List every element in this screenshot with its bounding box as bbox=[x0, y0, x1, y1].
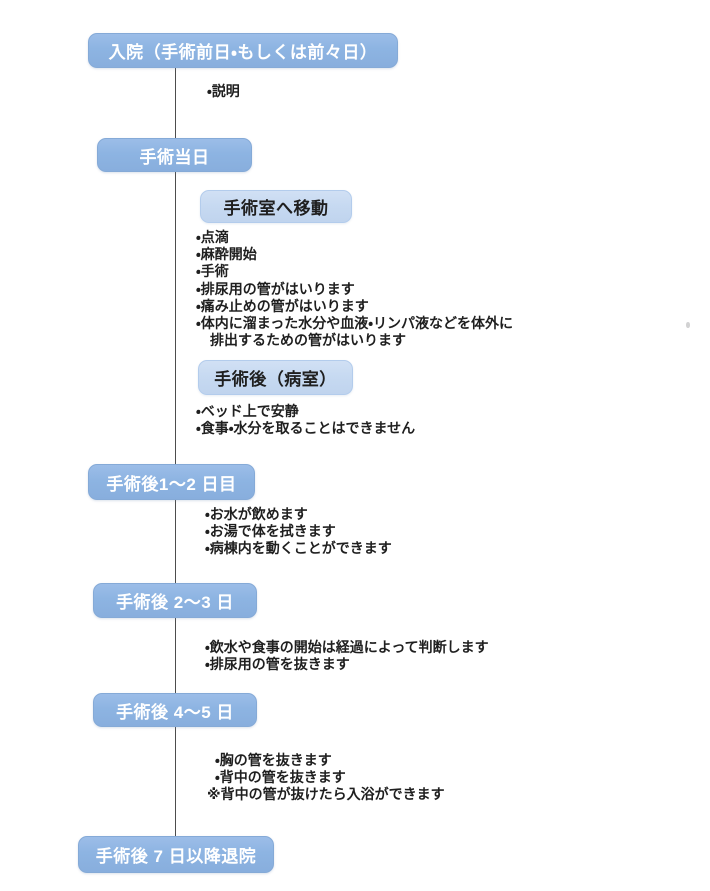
note-line: ・背中の管を抜きます bbox=[215, 769, 346, 786]
notes-post-op-room: ・ベッド上で安静 ・食事・水分を取ることはできません bbox=[196, 403, 415, 437]
stage-label-discharge: 手術後 7 日以降退院 bbox=[95, 847, 257, 866]
note-line: ・排尿用の管がはいります bbox=[196, 280, 355, 297]
notes-admission: ・説明 bbox=[207, 83, 240, 100]
substage-label-post-op-room: 手術後（病室） bbox=[214, 370, 337, 389]
stage-label-post-day-4-5: 手術後 4～5 日 bbox=[116, 702, 234, 722]
notes-post-day-2-3: ・飲水や食事の開始は経過によって判断します ・排尿用の管を抜きます bbox=[205, 639, 489, 673]
substage-box-or-move: 手術室へ移動 bbox=[200, 190, 352, 223]
stage-label-surgery-day: 手術当日 bbox=[139, 147, 210, 167]
stage-box-post-day-4-5: 手術後 4～5 日 bbox=[93, 693, 257, 727]
note-line: ・排尿用の管を抜きます bbox=[205, 656, 350, 673]
note-line: ・麻酔開始 bbox=[196, 246, 257, 263]
note-line: ・説明 bbox=[207, 83, 240, 99]
note-line-remark: ※背中の管が抜けたら入浴ができます bbox=[207, 786, 445, 803]
note-line: ・病棟内を動くことができます bbox=[205, 540, 392, 557]
note-line: ・お水が飲めます bbox=[205, 506, 308, 522]
stage-box-admission: 入院（手術前日・もしくは前々日） bbox=[88, 33, 398, 68]
note-line-continuation: 排出するための管がはいります bbox=[210, 332, 406, 349]
substage-box-post-op-room: 手術後（病室） bbox=[198, 360, 353, 395]
note-line: ・痛み止めの管がはいります bbox=[196, 297, 369, 314]
note-line: ・胸の管を抜きます bbox=[215, 752, 332, 768]
note-line: ・お湯で体を拭きます bbox=[205, 523, 336, 540]
notes-post-day-4-5: ・胸の管を抜きます ・背中の管を抜きます ※背中の管が抜けたら入浴ができます bbox=[207, 752, 445, 804]
stage-box-discharge: 手術後 7 日以降退院 bbox=[78, 836, 274, 873]
note-line: ・点滴 bbox=[196, 229, 229, 245]
stage-box-surgery-day: 手術当日 bbox=[97, 138, 252, 172]
stage-box-post-day-1-2: 手術後1～2 日目 bbox=[88, 464, 255, 500]
stage-box-post-day-2-3: 手術後 2～3 日 bbox=[93, 583, 257, 618]
stage-label-admission: 入院（手術前日・もしくは前々日） bbox=[108, 43, 378, 62]
timeline-connector-line bbox=[175, 55, 176, 836]
stage-label-post-day-1-2: 手術後1～2 日目 bbox=[106, 474, 237, 494]
scan-speck-artifact bbox=[686, 322, 690, 328]
note-line: ・体内に溜まった水分や血液・リンパ液などを体外に bbox=[196, 315, 513, 332]
notes-or-move: ・点滴 ・麻酔開始 ・手術 ・排尿用の管がはいります ・痛み止めの管がはいります… bbox=[196, 229, 513, 349]
stage-label-post-day-2-3: 手術後 2～3 日 bbox=[116, 593, 234, 612]
note-line: ・飲水や食事の開始は経過によって判断します bbox=[205, 639, 489, 655]
substage-label-or-move: 手術室へ移動 bbox=[223, 199, 329, 218]
note-line: ・手術 bbox=[196, 263, 229, 280]
note-line: ・ベッド上で安静 bbox=[196, 403, 299, 419]
notes-post-day-1-2: ・お水が飲めます ・お湯で体を拭きます ・病棟内を動くことができます bbox=[205, 506, 392, 558]
note-line: ・食事・水分を取ることはできません bbox=[196, 420, 416, 437]
